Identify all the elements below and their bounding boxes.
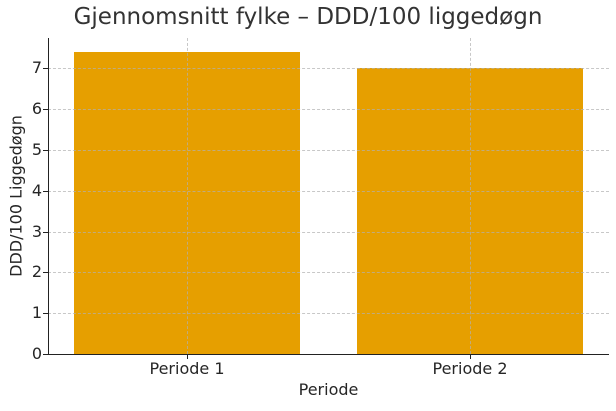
ytick-3 — [43, 232, 48, 233]
hgrid-3 — [48, 232, 609, 233]
ytick-2 — [43, 272, 48, 273]
x-axis-line — [48, 354, 609, 355]
hgrid-5 — [48, 150, 609, 151]
ytick-label-1: 1 — [31, 303, 42, 322]
ytick-0 — [43, 354, 48, 355]
ytick-label-4: 4 — [31, 181, 42, 200]
xtick-label-periode-1: Periode 1 — [149, 359, 225, 378]
ytick-label-5: 5 — [31, 140, 42, 159]
plot-area — [48, 38, 609, 354]
ytick-6 — [43, 109, 48, 110]
ytick-label-7: 7 — [31, 58, 42, 77]
chart-title: Gjennomsnitt fylke – DDD/100 liggedøgn — [73, 4, 543, 30]
ytick-1 — [43, 313, 48, 314]
ytick-label-3: 3 — [31, 222, 42, 241]
x-axis-label: Periode — [298, 380, 359, 399]
xtick-periode-1 — [187, 354, 188, 359]
xtick-label-periode-2: Periode 2 — [432, 359, 508, 378]
ytick-label-0: 0 — [31, 344, 42, 363]
hgrid-7 — [48, 68, 609, 69]
ytick-4 — [43, 191, 48, 192]
xtick-periode-2 — [470, 354, 471, 359]
hgrid-2 — [48, 272, 609, 273]
vgrid-1 — [187, 38, 188, 354]
ytick-label-2: 2 — [31, 262, 42, 281]
ytick-label-6: 6 — [31, 99, 42, 118]
y-axis-label: DDD/100 Liggedøgn — [6, 115, 26, 277]
hgrid-1 — [48, 313, 609, 314]
ytick-7 — [43, 68, 48, 69]
hgrid-6 — [48, 109, 609, 110]
y-axis-line — [48, 38, 49, 355]
hgrid-4 — [48, 191, 609, 192]
ytick-5 — [43, 150, 48, 151]
vgrid-2 — [470, 38, 471, 354]
